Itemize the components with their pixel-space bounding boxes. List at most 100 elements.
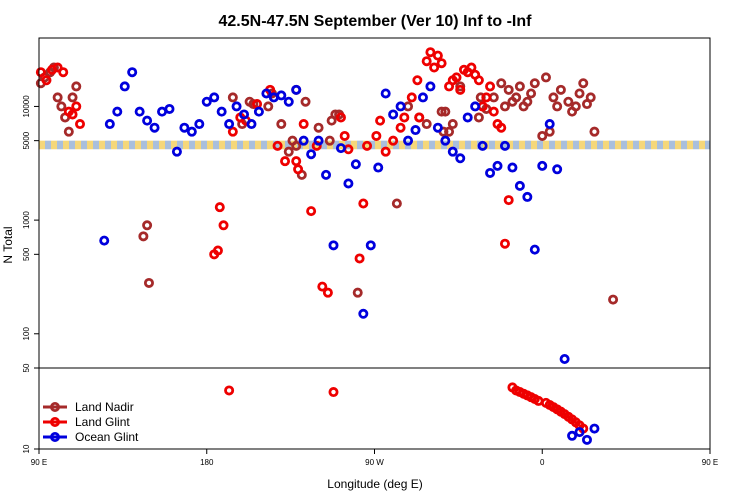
- ocean-glint-point: [350, 159, 361, 170]
- land-glint-point: [395, 122, 406, 133]
- y-tick-label: 10000: [22, 95, 31, 118]
- land-nadir-point: [248, 99, 259, 110]
- reference-band-stripe: [219, 140, 225, 150]
- reference-band-stripe: [453, 140, 459, 150]
- land-nadir-point: [526, 88, 537, 99]
- land-glint-point: [306, 206, 317, 217]
- ocean-glint-point: [261, 88, 272, 99]
- legend-label: Land Nadir: [75, 400, 134, 414]
- reference-band-stripe: [609, 140, 615, 150]
- ocean-glint-point: [522, 191, 533, 202]
- land-nadir-point: [499, 101, 510, 112]
- legend-label: Land Glint: [75, 415, 130, 429]
- ocean-glint-point: [343, 178, 354, 189]
- reference-band-stripe: [537, 140, 543, 150]
- land-glint-point: [388, 135, 399, 146]
- land-glint-point: [451, 72, 462, 83]
- ocean-glint-point: [104, 119, 115, 130]
- land-nadir-point: [142, 220, 153, 231]
- reference-band-stripe: [171, 140, 177, 150]
- ocean-glint-point: [499, 140, 510, 151]
- ocean-glint-point: [462, 112, 473, 123]
- x-tick-label: 90 E: [31, 458, 47, 467]
- reference-band-stripe: [645, 140, 651, 150]
- ocean-glint-point: [455, 153, 466, 164]
- land-glint-point: [354, 253, 365, 264]
- reference-band-stripe: [591, 140, 597, 150]
- land-nadir-point: [548, 92, 559, 103]
- reference-band-stripe: [105, 140, 111, 150]
- land-glint-point: [41, 75, 52, 86]
- land-nadir-point: [574, 88, 585, 99]
- x-tick-label: 0: [540, 458, 545, 467]
- reference-band-stripe: [207, 140, 213, 150]
- y-axis-label: N Total: [1, 226, 15, 263]
- reference-band-stripe: [429, 140, 435, 150]
- y-tick-label: 5000: [22, 131, 31, 149]
- land-glint-point: [429, 62, 440, 73]
- reference-band-stripe: [75, 140, 81, 150]
- reference-band-stripe: [423, 140, 429, 150]
- reference-band-stripe: [369, 140, 375, 150]
- ocean-glint-point: [589, 423, 600, 434]
- ocean-glint-point: [253, 106, 264, 117]
- chart-title: 42.5N-47.5N September (Ver 10) Inf to -I…: [219, 13, 533, 30]
- reference-band-stripe: [381, 140, 387, 150]
- reference-band-stripe: [225, 140, 231, 150]
- land-glint-point: [496, 122, 507, 133]
- land-nadir-point: [440, 106, 451, 117]
- ocean-glint-point: [335, 143, 346, 154]
- reference-band-stripe: [573, 140, 579, 150]
- land-nadir-point: [276, 119, 287, 130]
- land-nadir-point: [67, 92, 78, 103]
- reference-band-stripe: [153, 140, 159, 150]
- y-tick-label: 500: [22, 247, 31, 261]
- reference-band-stripe: [261, 140, 267, 150]
- reference-band-stripe: [63, 140, 69, 150]
- ocean-glint-point: [514, 180, 525, 191]
- ocean-glint-point: [417, 92, 428, 103]
- reference-band-stripe: [189, 140, 195, 150]
- reference-band-stripe: [519, 140, 525, 150]
- reference-band-stripe: [417, 140, 423, 150]
- reference-band-stripe: [357, 140, 363, 150]
- reference-band-stripe: [693, 140, 699, 150]
- reference-band-stripe: [705, 140, 710, 150]
- reference-band-stripe: [465, 140, 471, 150]
- land-nadir-point: [578, 78, 589, 89]
- reference-band-stripe: [231, 140, 237, 150]
- reference-band: [39, 140, 710, 150]
- reference-band-stripe: [147, 140, 153, 150]
- land-glint-point: [432, 50, 443, 61]
- reference-band-stripe: [699, 140, 705, 150]
- reference-band-stripe: [669, 140, 675, 150]
- reference-band-stripe: [45, 140, 51, 150]
- reference-band-stripe: [237, 140, 243, 150]
- land-nadir-point: [291, 140, 302, 151]
- land-nadir-point: [585, 92, 596, 103]
- ocean-glint-point: [186, 126, 197, 137]
- y-tick-label: 100: [22, 327, 31, 341]
- reference-band-stripe: [213, 140, 219, 150]
- land-nadir-point: [511, 92, 522, 103]
- legend-marker: [50, 431, 61, 442]
- reference-band-stripe: [681, 140, 687, 150]
- ocean-glint-point: [410, 125, 421, 136]
- x-tick-label: 90 E: [702, 458, 718, 467]
- land-nadir-point: [514, 81, 525, 92]
- reference-band-stripe: [117, 140, 123, 150]
- reference-band-stripe: [177, 140, 183, 150]
- land-glint-point: [488, 106, 499, 117]
- ocean-glint-point: [492, 160, 503, 171]
- reference-band-stripe: [393, 140, 399, 150]
- land-glint-point: [335, 112, 346, 123]
- ocean-glint-point: [537, 160, 548, 171]
- land-nadir-point: [263, 101, 274, 112]
- reference-band-stripe: [495, 140, 501, 150]
- reference-band-stripe: [549, 140, 555, 150]
- reference-band-stripe: [639, 140, 645, 150]
- reference-band-stripe: [399, 140, 405, 150]
- ocean-glint-point: [291, 84, 302, 95]
- land-nadir-point: [56, 101, 67, 112]
